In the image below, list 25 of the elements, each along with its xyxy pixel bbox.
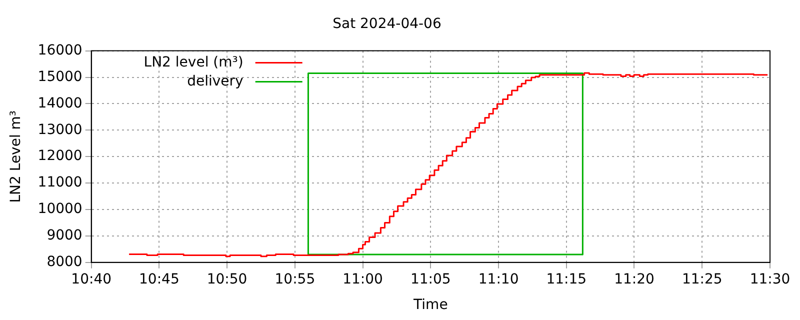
x-tick-label: 10:45 <box>139 271 180 288</box>
x-tick-label: 11:30 <box>750 271 790 288</box>
y-tick-label: 11000 <box>38 174 82 191</box>
legend-label: LN2 level (m³) <box>144 54 244 70</box>
x-tick-label: 11:10 <box>478 271 519 288</box>
y-tick-label: 14000 <box>38 95 82 112</box>
x-tick-label: 10:50 <box>206 271 248 288</box>
y-tick-label: 13000 <box>38 122 82 138</box>
x-axis-title: Time <box>412 297 448 314</box>
y-tick-label: 12000 <box>38 148 82 164</box>
x-tick-label: 10:40 <box>71 271 112 288</box>
y-tick-label: 9000 <box>46 228 82 244</box>
legend-label: delivery <box>187 73 244 90</box>
y-tick-label: 15000 <box>38 68 82 85</box>
x-tick-label: 11:05 <box>410 271 451 288</box>
x-tick-label: 11:15 <box>546 271 587 288</box>
y-tick-label: 8000 <box>46 254 82 270</box>
y-tick-label: 16000 <box>38 42 82 58</box>
y-axis-title: LN2 Level m³ <box>8 110 24 203</box>
x-tick-label: 11:25 <box>682 271 722 288</box>
x-tick-label: 11:20 <box>614 271 654 288</box>
y-tick-label: 10000 <box>38 201 82 218</box>
chart-title: Sat 2024-04-06 <box>332 16 442 32</box>
x-tick-label: 11:00 <box>342 271 383 288</box>
x-tick-label: 10:55 <box>274 271 316 288</box>
